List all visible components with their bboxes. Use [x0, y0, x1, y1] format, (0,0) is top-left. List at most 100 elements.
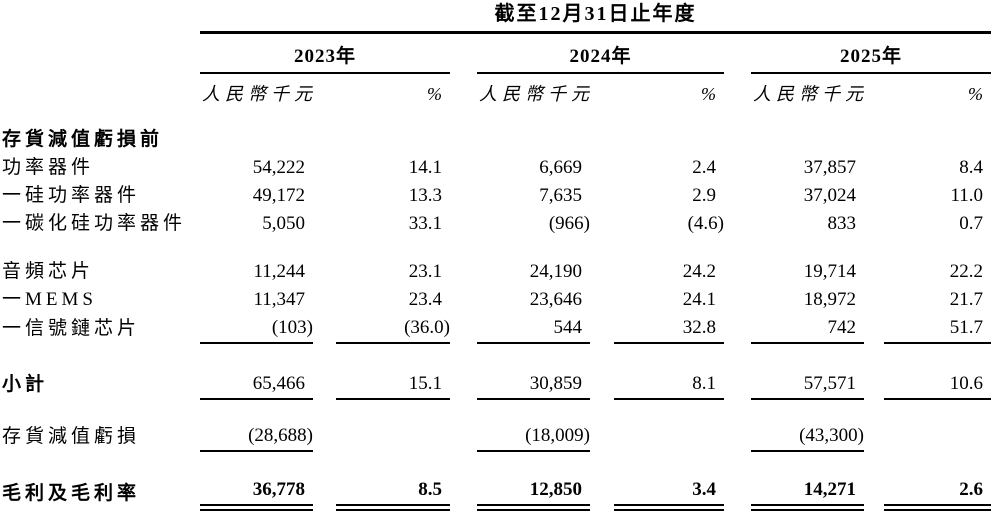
table-row: 音頻芯片 11,244 23.1 24,190 24.2 19,714 22.2: [0, 258, 991, 286]
column-gap: [313, 314, 336, 343]
spacer-row: [0, 451, 991, 476]
percent-header: %: [427, 84, 442, 104]
column-gap: [450, 314, 477, 343]
column-gap: [313, 210, 336, 238]
header-body-gap: [0, 106, 991, 126]
percent-cell: 23.1: [408, 261, 442, 282]
amount-cell: (18,009): [477, 422, 590, 452]
unit-row-spacer: [0, 73, 200, 106]
percent-cell: [336, 126, 450, 154]
percent-cell: [884, 126, 991, 154]
column-gap: [590, 286, 614, 314]
percent-cell: 51.7: [884, 314, 992, 344]
column-gap: [864, 182, 884, 210]
table-row: 一硅功率器件 49,172 13.3 7,635 2.9 37,024 11.0: [0, 182, 991, 210]
percent-cell: 24.2: [682, 261, 716, 282]
percent-cell: 2.9: [692, 185, 716, 206]
percent-cell: 15.1: [336, 370, 450, 400]
spacer-cell: [0, 238, 991, 258]
percent-header: %: [968, 84, 984, 104]
year-header-row: 2023年 2024年 2025年: [0, 32, 992, 74]
percent-cell: 14.1: [408, 157, 442, 178]
group-gap: [450, 73, 477, 106]
percent-cell: 3.4: [614, 476, 724, 511]
column-gap: [313, 422, 336, 451]
amount-cell: (43,300): [751, 422, 864, 452]
row-label: 毛利及毛利率: [2, 482, 141, 504]
spacer-row: [0, 238, 991, 258]
amount-cell: 23,646: [529, 289, 582, 310]
percent-cell: (4.6): [687, 213, 724, 234]
column-gap: [450, 182, 477, 210]
column-gap: [450, 370, 477, 399]
row-label: 音頻芯片: [2, 261, 95, 282]
column-gap: [313, 182, 336, 210]
percent-cell: 8.1: [614, 370, 724, 400]
amount-cell: 742: [751, 314, 864, 344]
spacer-cell: [0, 343, 991, 370]
row-label: 存貨減值虧損前: [2, 129, 164, 150]
column-gap: [724, 286, 751, 314]
amount-cell: 11,244: [253, 261, 305, 282]
year-row-spacer: [0, 33, 200, 74]
currency-unit-header: 人民幣千元: [479, 84, 594, 104]
column-gap: [313, 286, 336, 314]
percent-cell: (36.0): [336, 314, 450, 344]
column-gap: [724, 370, 751, 399]
percent-cell: [614, 422, 724, 451]
unit-header-row: 人民幣千元 % 人民幣千元 % 人民幣千元 %: [0, 73, 991, 106]
amount-cell: 65,466: [200, 370, 313, 400]
column-gap: [864, 370, 884, 399]
group-gap: [724, 33, 751, 74]
percent-cell: 21.7: [949, 289, 984, 310]
row-label: 一硅功率器件: [2, 185, 141, 206]
column-gap: [724, 126, 751, 154]
amount-cell: 6,669: [539, 157, 582, 178]
amount-cell: 36,778: [200, 476, 313, 511]
column-gap: [864, 314, 884, 343]
amount-cell: 12,850: [477, 476, 590, 511]
amount-cell: 7,635: [539, 185, 582, 206]
row-label: 存貨減值虧損: [2, 426, 141, 447]
amount-cell: [751, 126, 864, 154]
column-gap: [864, 476, 884, 508]
percent-cell: 33.1: [408, 213, 442, 234]
percent-cell: 32.8: [614, 314, 724, 344]
percent-cell: 10.6: [884, 370, 992, 400]
percent-cell: 22.2: [949, 261, 984, 282]
table-title: 截至12月31日止年度: [200, 0, 992, 34]
year-header-2023: 2023年: [200, 32, 450, 74]
amount-cell: 18,972: [803, 289, 856, 310]
column-gap: [864, 126, 884, 154]
column-gap: [590, 314, 614, 343]
amount-cell: [477, 126, 590, 154]
amount-cell: (28,688): [200, 422, 313, 452]
percent-cell: 13.3: [408, 185, 442, 206]
table-row: 毛利及毛利率 36,778 8.5 12,850 3.4 14,271 2.6: [0, 476, 992, 511]
column-gap: [590, 126, 614, 154]
column-gap: [590, 210, 614, 238]
currency-unit-header: 人民幣千元: [753, 84, 868, 104]
percent-cell: [884, 422, 991, 451]
percent-cell: 0.7: [959, 213, 984, 234]
column-gap: [313, 126, 336, 154]
column-gap: [724, 154, 751, 182]
table-row: 一MEMS 11,347 23.4 23,646 24.1 18,972 21.7: [0, 286, 991, 314]
amount-cell: (103): [200, 314, 313, 344]
amount-cell: 37,024: [803, 185, 856, 206]
column-gap: [864, 258, 884, 286]
column-gap: [864, 210, 884, 238]
column-gap: [313, 154, 336, 182]
amount-cell: 11,347: [253, 289, 305, 310]
row-label: 一MEMS: [2, 289, 97, 310]
amount-cell: 54,222: [252, 157, 305, 178]
percent-cell: 8.4: [959, 157, 984, 178]
spacer-cell: [0, 106, 991, 126]
column-gap: [590, 370, 614, 399]
column-gap: [313, 258, 336, 286]
spacer-cell: [0, 451, 991, 476]
column-gap: [590, 476, 614, 508]
percent-cell: [614, 126, 724, 154]
spacer-row: [0, 343, 991, 370]
year-header-2024: 2024年: [477, 32, 724, 74]
